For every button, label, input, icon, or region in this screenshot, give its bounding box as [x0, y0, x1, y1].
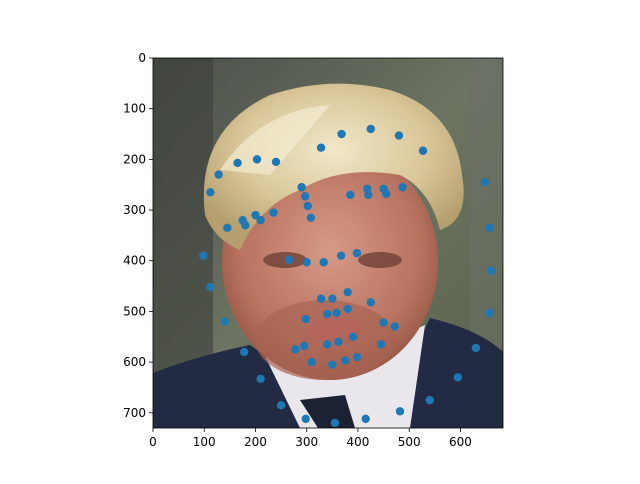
scatter-point: [348, 332, 358, 341]
scatter-point: [425, 395, 434, 405]
scatter-point: [390, 322, 400, 331]
scatter-point: [361, 414, 370, 424]
scatter-point: [332, 308, 341, 318]
scatter-point: [301, 414, 310, 424]
scatter-point: [306, 213, 316, 222]
y-tick-label: 500: [123, 304, 146, 318]
scatter-point: [453, 373, 463, 382]
y-tick-label: 100: [123, 102, 146, 116]
y-tick-label: 300: [123, 203, 146, 217]
scatter-point: [376, 340, 386, 349]
scatter-point: [328, 294, 337, 303]
scatter-point: [271, 157, 281, 167]
scatter-point: [364, 190, 373, 200]
scatter-point: [366, 124, 375, 134]
scatter-point: [352, 352, 362, 362]
y-tick-label: 0: [138, 51, 146, 65]
scatter-point: [394, 131, 404, 140]
x-tick-label: 100: [193, 435, 216, 449]
y-tick-label: 200: [123, 152, 146, 166]
scatter-point: [241, 221, 250, 230]
scatter-point: [485, 308, 494, 318]
scatter-point: [343, 287, 352, 297]
scatter-point: [299, 341, 309, 351]
scatter-point: [256, 374, 265, 384]
scatter-point: [471, 343, 481, 353]
scatter-point: [381, 189, 391, 199]
scatter-point: [297, 183, 306, 192]
scatter-point: [487, 266, 496, 276]
scatter-point: [251, 210, 260, 220]
scatter-point: [418, 146, 428, 155]
scatter-point: [252, 155, 262, 164]
scatter-point: [352, 248, 362, 258]
scatter-point: [485, 223, 494, 232]
scatter-point: [206, 282, 215, 292]
scatter-point: [379, 318, 388, 327]
scatter-point: [366, 298, 375, 307]
scatter-point: [323, 340, 332, 349]
scatter-point: [220, 317, 229, 326]
y-tick-label: 700: [123, 406, 146, 420]
scatter-point: [199, 251, 208, 260]
scatter-point: [323, 309, 332, 319]
scatter-point: [480, 177, 490, 187]
x-tick-label: 200: [244, 435, 267, 449]
scatter-point: [300, 192, 310, 201]
scatter-point: [256, 215, 265, 225]
scatter-point: [233, 158, 242, 168]
scatter-point: [223, 223, 232, 232]
y-tick-label: 600: [123, 355, 146, 369]
scatter-point: [336, 251, 346, 260]
x-tick-label: 400: [347, 435, 370, 449]
scatter-point: [334, 337, 343, 347]
scatter-point: [214, 170, 223, 179]
scatter-point: [316, 294, 326, 303]
scatter-point: [303, 201, 312, 211]
scatter-point: [206, 188, 215, 197]
y-tick-label: 400: [123, 254, 146, 268]
scatter-point: [269, 208, 278, 217]
scatter-point: [307, 357, 317, 367]
scatter-point: [395, 407, 405, 416]
plot-frame: [152, 57, 504, 429]
scatter-point: [291, 345, 300, 354]
background-photo: [153, 58, 503, 428]
scatter-point: [316, 143, 326, 152]
data-points: [199, 124, 496, 428]
scatter-point: [340, 356, 350, 365]
x-axis: 0 100 200 300 400 500 600: [149, 428, 472, 449]
scatter-point: [337, 129, 346, 139]
scatter-point: [284, 255, 293, 264]
scatter-point: [343, 304, 352, 314]
scatter-point: [346, 190, 355, 200]
scatter-point: [301, 314, 310, 324]
scatter-point: [398, 183, 407, 192]
x-tick-label: 300: [295, 435, 318, 449]
scatter-point: [328, 360, 337, 369]
scatter-point: [240, 347, 249, 357]
scatter-point: [330, 418, 340, 428]
x-tick-label: 600: [449, 435, 472, 449]
scatter-point: [276, 400, 286, 410]
scatter-point: [319, 258, 328, 267]
x-tick-label: 0: [149, 435, 157, 449]
scatter-point: [302, 258, 311, 267]
x-tick-label: 500: [398, 435, 421, 449]
y-axis: 0 100 200 300 400 500 600 700: [123, 51, 153, 420]
